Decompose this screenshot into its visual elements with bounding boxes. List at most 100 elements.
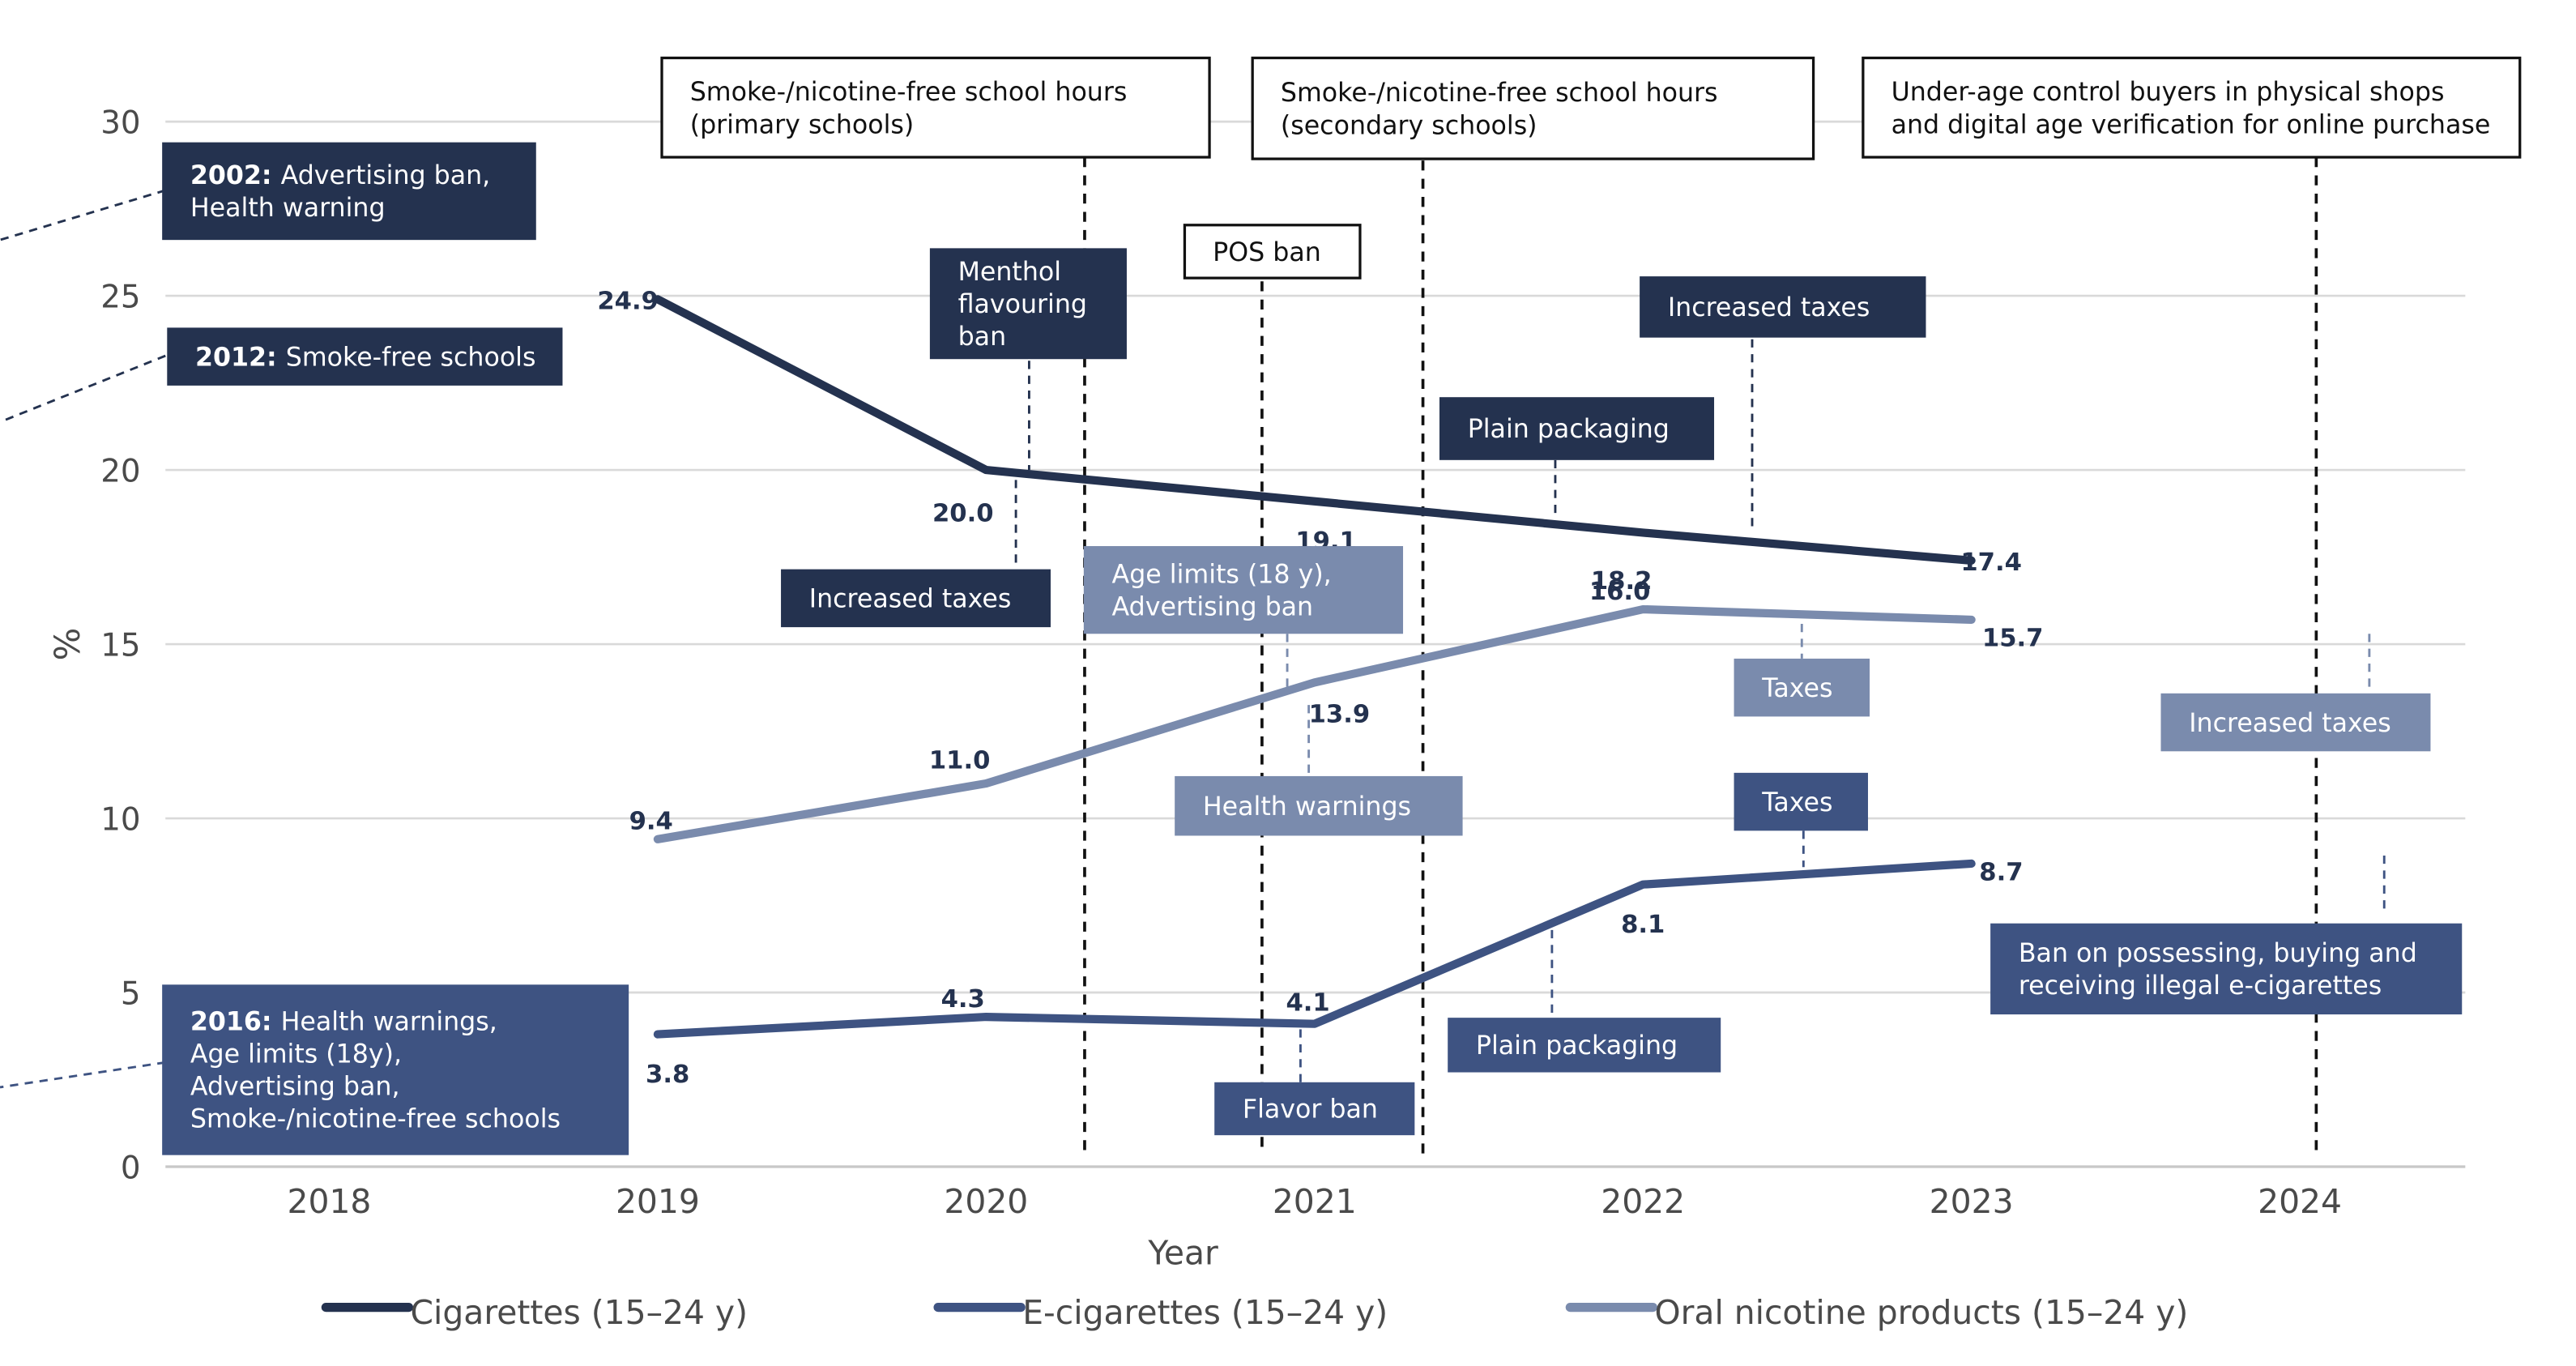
x-tick-2024: 2024 xyxy=(2258,1182,2342,1221)
y-tick-20: 20 xyxy=(100,453,140,489)
annotation-ecig-illegal-line-2: receiving illegal e-cigarettes xyxy=(2019,971,2382,1001)
annotation-ecig-plain-packaging: Plain packaging xyxy=(1448,1018,1721,1073)
data-label-oral-nicotine-2023: 15.7 xyxy=(1982,625,2044,653)
annotation-boxes: Smoke-/nicotine-free school hours (primar… xyxy=(162,56,2522,1155)
marker-box-4-bg xyxy=(1862,56,2522,159)
annotation-oral-taxes-2024-bg xyxy=(2160,693,2431,752)
legend-oral-nicotine-label: Oral nicotine products (15–24 y) xyxy=(1655,1293,2189,1332)
x-tick-2022: 2022 xyxy=(1601,1182,1685,1221)
data-label-oral-nicotine-2021: 13.9 xyxy=(1309,700,1371,728)
annotation-ecig-flavor-ban-bg xyxy=(1214,1082,1415,1136)
data-label-oral-nicotine-2019: 9.4 xyxy=(629,808,673,836)
data-label-cigarettes-2019: 24.9 xyxy=(597,288,659,316)
y-tick-15: 15 xyxy=(100,627,140,664)
annotation-oral-taxes-line-1: Taxes xyxy=(1761,674,1832,703)
data-label-cigarettes-2023: 17.4 xyxy=(1960,549,2022,577)
marker-box-2: POS ban xyxy=(1183,224,1362,280)
marker-box-2-line-1: POS ban xyxy=(1213,238,1321,267)
legend-oral-nicotine: Oral nicotine products (15–24 y) xyxy=(1565,1293,2189,1332)
x-tick-2019: 2019 xyxy=(616,1182,700,1221)
marker-box-1-bg xyxy=(660,56,1211,159)
x-axis: 2018 2019 2020 2021 2022 2023 2024 Year xyxy=(288,1182,2343,1272)
annotation-hist-2002-year: 2002: xyxy=(190,161,281,190)
y-tick-25: 25 xyxy=(100,279,140,315)
annotation-oral-age-limits: Age limits (18 y), Advertising ban xyxy=(1083,546,1404,634)
e-cigarettes-line xyxy=(653,859,1976,1039)
leader-2012 xyxy=(0,354,166,424)
annotation-cig-menthol-line-3: ban xyxy=(958,322,1007,352)
annotation-cig-plain-packaging-line-1: Plain packaging xyxy=(1468,415,1670,444)
legend-e-cigarettes: E-cigarettes (15–24 y) xyxy=(933,1293,1388,1332)
legend: Cigarettes (15–24 y) E-cigarettes (15–24 … xyxy=(321,1293,2189,1332)
annotation-ecig-taxes-bg xyxy=(1734,772,1868,831)
marker-box-4-line-2: and digital age verification for online … xyxy=(1891,111,2491,140)
annotation-hist-2012-year: 2012: xyxy=(195,343,286,372)
oral-nicotine-line xyxy=(653,604,1976,843)
data-label-oral-nicotine-2020: 11.0 xyxy=(929,747,991,775)
annotation-hist-2016-line-4: Smoke-/nicotine-free schools xyxy=(190,1105,561,1134)
annotation-oral-age-limits-line-2: Advertising ban xyxy=(1112,592,1314,621)
data-label-e-cigarettes-2021: 4.1 xyxy=(1286,988,1329,1017)
annotation-oral-age-limits-line-1: Age limits (18 y), xyxy=(1112,560,1332,589)
legend-cigarettes: Cigarettes (15–24 y) xyxy=(321,1293,748,1332)
annotation-hist-2012-text: Smoke-free schools xyxy=(286,343,536,372)
cigarettes-line xyxy=(653,295,1976,565)
annotation-ecig-plain-packaging-bg xyxy=(1448,1018,1721,1073)
annotation-ecig-illegal-bg xyxy=(1990,923,2463,1015)
annotation-ecig-taxes: Taxes xyxy=(1734,772,1868,831)
annotation-hist-2016-line-3: Advertising ban, xyxy=(190,1073,400,1102)
annotation-oral-health-warnings: Health warnings xyxy=(1175,775,1463,836)
annotation-hist-2002-line-1: 2002: Advertising ban, xyxy=(190,161,490,190)
marker-box-2-bg xyxy=(1183,224,1362,280)
annotation-hist-2016-line-1: 2016: Health warnings, xyxy=(190,1008,497,1037)
annotation-hist-2012-bg xyxy=(167,327,563,386)
y-tick-5: 5 xyxy=(121,975,141,1012)
annotation-oral-taxes-2024: Increased taxes xyxy=(2160,693,2431,752)
marker-box-3: Smoke-/nicotine-free school hours (second… xyxy=(1251,56,1815,160)
marker-box-4-line-1: Under-age control buyers in physical sho… xyxy=(1891,78,2445,107)
marker-box-1-line-1: Smoke-/nicotine-free school hours xyxy=(690,78,1128,107)
annotation-hist-2012-line-1: 2012: Smoke-free schools xyxy=(195,343,535,372)
annotation-hist-2002-line-2: Health warning xyxy=(190,194,386,223)
annotation-hist-2002: 2002: Advertising ban, Health warning xyxy=(162,142,536,241)
annotation-oral-age-limits-bg xyxy=(1083,546,1404,634)
legend-e-cigarettes-label: E-cigarettes (15–24 y) xyxy=(1022,1293,1388,1332)
marker-box-3-line-1: Smoke-/nicotine-free school hours xyxy=(1281,79,1718,108)
annotation-ecig-flavor-ban: Flavor ban xyxy=(1214,1082,1415,1136)
annotation-ecig-taxes-line-1: Taxes xyxy=(1761,788,1832,817)
annotation-ecig-illegal: Ban on possessing, buying and receiving i… xyxy=(1990,923,2463,1015)
leader-2002 xyxy=(0,189,166,241)
annotation-hist-2016-bg xyxy=(162,984,629,1155)
annotation-oral-taxes: Taxes xyxy=(1734,658,1870,717)
annotation-oral-taxes-bg xyxy=(1734,658,1870,717)
annotation-hist-2016-text: Health warnings, xyxy=(281,1008,497,1037)
annotation-cig-taxes-2022: Increased taxes xyxy=(1640,276,1926,338)
annotation-hist-2016-line-2: Age limits (18y), xyxy=(190,1040,402,1069)
annotation-cig-menthol-bg xyxy=(929,248,1127,360)
annotation-leaders xyxy=(0,189,2386,1089)
annotation-cig-menthol: Menthol flavouring ban xyxy=(929,248,1127,360)
y-tick-10: 10 xyxy=(100,801,140,838)
leader-2016 xyxy=(0,1061,166,1089)
data-label-e-cigarettes-2022: 8.1 xyxy=(1621,911,1665,939)
marker-box-4: Under-age control buyers in physical sho… xyxy=(1862,56,2522,159)
data-label-e-cigarettes-2020: 4.3 xyxy=(941,985,985,1014)
annotation-cig-taxes-2022-line-1: Increased taxes xyxy=(1668,293,1870,322)
data-label-e-cigarettes-2019: 3.8 xyxy=(646,1061,689,1089)
y-axis: 0 5 10 15 20 25 30% xyxy=(48,105,141,1186)
annotation-cig-menthol-line-1: Menthol xyxy=(958,258,1061,287)
annotation-cig-menthol-line-2: flavouring xyxy=(958,290,1087,319)
x-tick-2018: 2018 xyxy=(288,1182,372,1221)
annotation-ecig-illegal-line-1: Ban on possessing, buying and xyxy=(2019,939,2417,968)
data-label-e-cigarettes-2023: 8.7 xyxy=(1979,858,2023,886)
annotation-ecig-flavor-ban-line-1: Flavor ban xyxy=(1243,1095,1378,1125)
annotation-cig-taxes-2020-bg xyxy=(781,569,1051,628)
annotation-cig-plain-packaging-bg xyxy=(1439,397,1715,460)
annotation-oral-taxes-2024-line-1: Increased taxes xyxy=(2189,709,2391,738)
annotation-ecig-plain-packaging-line-1: Plain packaging xyxy=(1476,1031,1678,1061)
annotation-hist-2016-year: 2016: xyxy=(190,1008,281,1037)
marker-box-3-bg xyxy=(1251,56,1815,160)
series-lines xyxy=(653,295,1976,1039)
legend-cigarettes-label: Cigarettes (15–24 y) xyxy=(411,1293,748,1332)
